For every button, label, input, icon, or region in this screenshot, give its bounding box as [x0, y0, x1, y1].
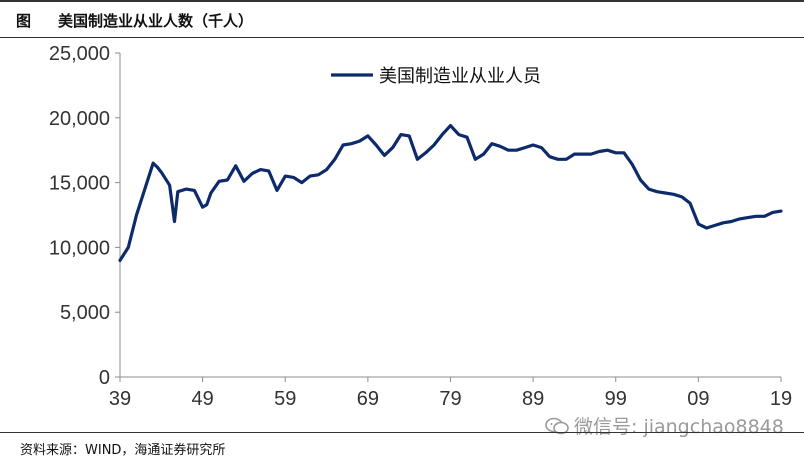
x-tick-label: 59 — [274, 388, 296, 410]
series-line — [118, 124, 783, 262]
figure-header: 图 美国制造业从业人数（千人） — [0, 0, 804, 38]
legend: 美国制造业从业人员 — [331, 66, 541, 87]
y-tick-label: 0 — [99, 367, 110, 389]
x-tick-label: 39 — [109, 388, 131, 410]
x-axis: 39 49 59 69 79 89 99 09 19 — [109, 376, 792, 410]
y-tick-label: 10,000 — [49, 237, 110, 259]
x-tick-label: 89 — [522, 388, 544, 410]
y-tick-label: 20,000 — [49, 108, 110, 130]
x-tick-label: 99 — [605, 388, 627, 410]
figure-footer: 资料来源：WIND，海通证券研究所 — [0, 432, 804, 462]
y-tick-label: 5,000 — [60, 302, 110, 324]
x-tick-label: 69 — [357, 388, 379, 410]
y-axis: 0 5,000 10,000 15,000 20,000 25,000 — [49, 43, 121, 389]
source-note: 资料来源：WIND，海通证券研究所 — [20, 443, 226, 458]
line-chart: 0 5,000 10,000 15,000 20,000 25,000 39 49 59 69 7… — [49, 43, 792, 410]
x-tick-label: 49 — [192, 388, 214, 410]
x-tick-label: 79 — [439, 388, 461, 410]
y-tick-label: 25,000 — [49, 43, 110, 65]
x-tick-label: 19 — [770, 388, 792, 410]
y-tick-label: 15,000 — [49, 173, 110, 195]
figure-label: 图 — [16, 12, 32, 30]
wechat-icon — [545, 417, 569, 434]
legend-label: 美国制造业从业人员 — [379, 66, 541, 87]
chart-title: 美国制造业从业人数（千人） — [58, 12, 254, 30]
x-tick-label: 09 — [687, 388, 709, 410]
plot-area — [118, 124, 783, 262]
